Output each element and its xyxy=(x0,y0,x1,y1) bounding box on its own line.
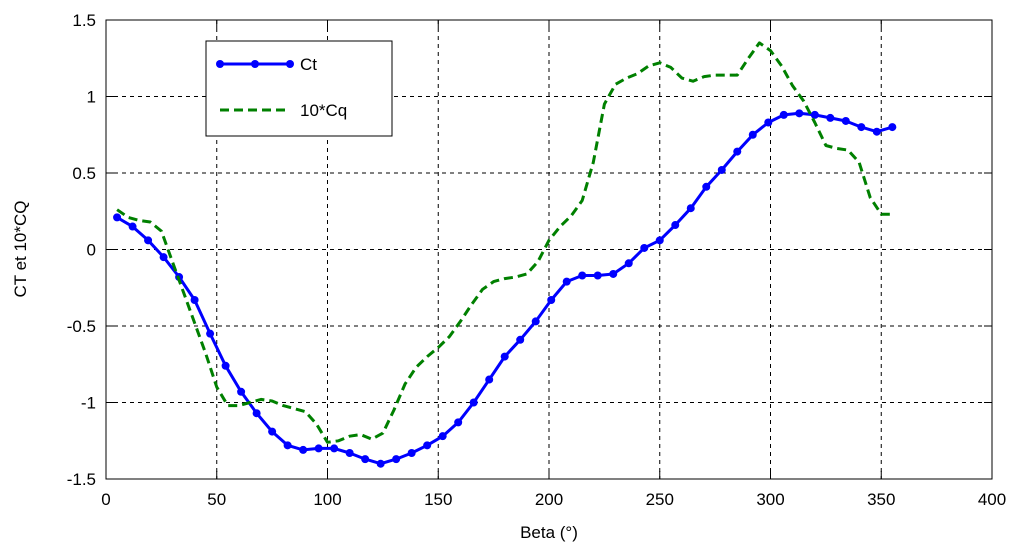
data-point-ct xyxy=(237,387,246,396)
legend-label-ct: Ct xyxy=(300,55,317,74)
x-tick-label: 400 xyxy=(978,490,1006,509)
x-tick-label: 200 xyxy=(535,490,563,509)
data-point-ct xyxy=(314,444,323,453)
legend-marker-ct xyxy=(216,60,224,68)
data-point-ct xyxy=(624,259,633,268)
data-point-ct xyxy=(562,277,571,286)
x-axis-label: Beta (°) xyxy=(520,523,578,542)
data-point-ct xyxy=(593,271,602,280)
data-point-ct xyxy=(376,459,385,468)
x-tick-label: 300 xyxy=(756,490,784,509)
data-point-ct xyxy=(795,109,804,118)
series-layer xyxy=(113,41,897,468)
data-point-ct xyxy=(485,375,494,384)
data-point-ct xyxy=(516,335,525,344)
x-tick-label: 0 xyxy=(101,490,110,509)
data-point-ct xyxy=(144,236,153,245)
x-tick-label: 100 xyxy=(313,490,341,509)
data-point-ct xyxy=(392,455,401,464)
y-tick-label: 0 xyxy=(87,241,96,260)
data-point-ct xyxy=(221,361,230,370)
data-point-ct xyxy=(469,398,478,407)
data-point-ct xyxy=(283,441,292,450)
data-point-ct xyxy=(686,204,695,213)
y-tick-label: 1 xyxy=(87,88,96,107)
data-point-ct xyxy=(671,221,680,230)
data-point-ct xyxy=(113,213,122,222)
data-point-ct xyxy=(655,236,664,245)
data-point-ct xyxy=(872,127,881,136)
data-point-ct xyxy=(500,352,509,361)
data-point-ct xyxy=(733,147,742,156)
legend-marker-ct xyxy=(251,60,259,68)
legend-label-10-cq: 10*Cq xyxy=(300,101,347,120)
y-tick-label: -0.5 xyxy=(67,317,96,336)
data-point-ct xyxy=(361,455,370,464)
x-tick-label: 150 xyxy=(424,490,452,509)
data-point-ct xyxy=(268,427,277,436)
data-point-ct xyxy=(640,243,649,252)
data-point-ct xyxy=(857,123,866,132)
data-point-ct xyxy=(407,448,416,457)
y-tick-label: -1 xyxy=(81,394,96,413)
y-tick-label: -1.5 xyxy=(67,470,96,489)
data-point-ct xyxy=(810,110,819,119)
data-point-ct xyxy=(717,165,726,174)
y-tick-label: 1.5 xyxy=(72,11,96,30)
data-point-ct xyxy=(190,295,199,304)
legend-box xyxy=(205,40,393,137)
data-point-ct xyxy=(252,409,261,418)
x-tick-label: 50 xyxy=(207,490,226,509)
legend-marker-ct xyxy=(286,60,294,68)
y-axis-label: CT et 10*CQ xyxy=(11,200,30,297)
data-point-ct xyxy=(748,130,757,139)
data-point-ct xyxy=(531,317,540,326)
legend: Ct 10*Cq xyxy=(205,40,393,137)
data-point-ct xyxy=(438,432,447,441)
data-point-ct xyxy=(578,271,587,280)
data-point-ct xyxy=(345,448,354,457)
data-point-ct xyxy=(609,269,618,278)
tick-labels: 0 50 100 150 200 250 300 350 400 -1.5 -1 -0.5 0 0.5 1 1… xyxy=(67,11,1006,509)
ticks xyxy=(105,19,993,480)
data-point-ct xyxy=(206,329,215,338)
data-point-ct xyxy=(159,253,168,262)
data-point-ct xyxy=(299,445,308,454)
data-point-ct xyxy=(888,123,897,132)
data-point-ct xyxy=(779,110,788,119)
data-point-ct xyxy=(826,113,835,122)
x-tick-label: 350 xyxy=(867,490,895,509)
x-tick-label: 250 xyxy=(646,490,674,509)
data-point-ct xyxy=(547,295,556,304)
data-point-ct xyxy=(454,418,463,427)
data-point-ct xyxy=(330,444,339,453)
y-tick-label: 0.5 xyxy=(72,164,96,183)
data-point-ct xyxy=(702,182,711,191)
data-point-ct xyxy=(764,118,773,127)
grid-lines xyxy=(106,20,992,479)
data-point-ct xyxy=(841,116,850,125)
series-line-10-cq xyxy=(116,41,893,444)
data-point-ct xyxy=(128,222,137,231)
data-point-ct xyxy=(423,441,432,450)
